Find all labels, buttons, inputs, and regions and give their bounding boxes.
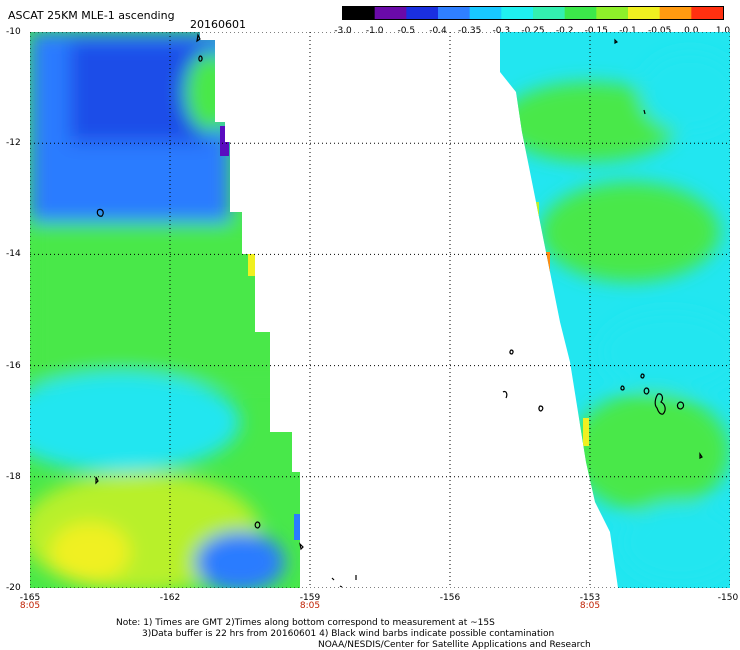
color-bar-label: -3.0	[334, 26, 352, 36]
island	[699, 452, 703, 459]
latitude-label: -12	[6, 138, 21, 149]
island	[614, 38, 619, 44]
note-line-2: 3)Data buffer is 22 hrs from 20160601 4)…	[142, 629, 555, 639]
island	[339, 585, 343, 588]
longitude-label: -165	[19, 593, 41, 603]
island	[198, 55, 203, 62]
color-bar-label: -1.0	[365, 26, 384, 36]
color-bar-label: -0.25	[521, 26, 545, 36]
island	[620, 385, 625, 391]
color-bar-segment	[564, 7, 597, 19]
time-label: 8:05	[19, 601, 41, 611]
color-bar-segment	[406, 7, 439, 19]
color-bar-label: -0.1	[619, 26, 637, 36]
latitude-label: -20	[6, 583, 21, 593]
note-line-3: NOAA/NESDIS/Center for Satellite Applica…	[318, 640, 591, 650]
island	[96, 208, 104, 217]
lat-lon-grid	[30, 32, 730, 588]
longitude-label: -162	[159, 593, 181, 603]
color-bar-segment	[596, 7, 629, 19]
wind-field-region	[195, 532, 285, 588]
wind-field-region	[500, 82, 680, 162]
wind-field-region	[185, 52, 235, 132]
longitude-label: -153	[579, 593, 601, 603]
wind-field-region	[294, 514, 300, 540]
island	[196, 33, 201, 43]
color-bar-label: -0.2	[555, 26, 574, 36]
map-title: ASCAT 25KM MLE-1 ascending	[8, 9, 175, 22]
color-bar-label: -0.5	[397, 26, 416, 36]
longitude-label: -156	[439, 593, 461, 603]
wind-field-region	[600, 312, 730, 392]
island-outlines	[95, 33, 703, 588]
color-bar-segment	[659, 7, 692, 19]
wind-field-region	[30, 222, 300, 382]
island	[95, 476, 99, 485]
color-bar-segment	[374, 7, 407, 19]
latitude-label: -14	[6, 249, 21, 260]
latitude-label: -16	[6, 360, 21, 371]
color-bar-label: -0.3	[492, 26, 511, 36]
wind-field-region	[50, 522, 130, 582]
note-line-1: Note: 1) Times are GMT 2)Times along bot…	[116, 618, 495, 628]
time-label: 8:05	[299, 601, 321, 611]
island	[640, 373, 645, 379]
color-bar-label: 1.0	[715, 26, 731, 36]
color-bar-label: -0.05	[648, 26, 672, 36]
wind-field-region	[640, 52, 730, 132]
wind-field-region	[543, 252, 550, 272]
island	[254, 521, 261, 529]
longitude-label: -159	[299, 593, 321, 603]
longitude-label: -150	[717, 593, 739, 603]
map-date: 20160601	[190, 18, 246, 31]
island	[299, 542, 304, 551]
wind-field-region	[570, 392, 730, 512]
island	[509, 349, 514, 355]
time-label: 8:05	[579, 601, 601, 611]
wind-field-region	[583, 418, 589, 446]
island	[676, 401, 685, 410]
color-bar-segment	[501, 7, 534, 19]
color-bar-label: -0.15	[584, 26, 608, 36]
color-bar-segment	[438, 7, 471, 19]
color-bar-label: -0.4	[429, 26, 447, 36]
color-bar	[342, 6, 724, 20]
wind-field-region	[248, 254, 256, 276]
wind-field-region	[220, 126, 229, 156]
color-bar-label: -0.35	[458, 26, 482, 36]
island	[538, 405, 544, 412]
island	[502, 390, 508, 399]
wind-field-region	[533, 202, 539, 216]
right-swath	[500, 32, 730, 588]
color-bar-segment	[533, 7, 566, 19]
island	[643, 109, 646, 115]
wind-field-region	[30, 372, 240, 472]
island	[331, 577, 335, 581]
wind-field-region	[620, 502, 730, 582]
island	[643, 387, 650, 395]
color-bar-segment	[469, 7, 502, 19]
wind-field-region	[540, 182, 720, 282]
color-bar-segment	[343, 7, 376, 19]
island	[654, 393, 666, 415]
color-bar-label: 0.0	[684, 26, 699, 36]
latitude-label: -18	[6, 471, 21, 482]
color-bar-segment	[691, 7, 723, 19]
map-plot-area	[30, 32, 730, 588]
latitude-label: -10	[6, 27, 21, 37]
color-bar-segment	[628, 7, 661, 19]
